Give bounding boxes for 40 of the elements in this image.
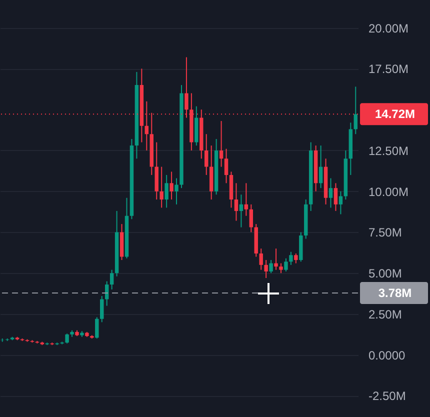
candlestick (274, 248, 278, 270)
y-tick-label: 7.50M (368, 226, 402, 240)
candlestick (164, 174, 168, 208)
candlestick (65, 333, 69, 344)
candlestick (328, 178, 333, 208)
candlestick (204, 134, 208, 176)
y-tick-label: 20.00M (368, 21, 409, 36)
ref-line-label: 14.72M (374, 107, 416, 122)
y-tick-label: -2.50M (368, 389, 406, 404)
y-tick-label: 5.00M (368, 266, 402, 281)
candlestick (174, 178, 178, 205)
candlestick (110, 269, 114, 290)
candlestick (264, 260, 268, 278)
y-tick-label: 12.50M (368, 144, 409, 158)
candlestick (239, 194, 244, 228)
candlestick (354, 86, 358, 135)
candlestick (338, 190, 343, 215)
candlestick (294, 252, 298, 264)
candlestick (234, 182, 238, 222)
ref-line-label: 3.78M (378, 286, 412, 300)
candlestick (100, 295, 104, 323)
candlestick (284, 258, 288, 272)
y-tick-label: 2.50M (368, 307, 402, 322)
candlestick (170, 171, 174, 200)
candlestick (279, 262, 283, 274)
candlestick (269, 260, 273, 274)
candlestick (318, 145, 323, 189)
candlestick (289, 251, 293, 266)
candlestick (104, 280, 109, 306)
y-tick-label: 17.50M (368, 62, 409, 76)
candlestick (224, 148, 228, 184)
candlestick (160, 166, 164, 208)
y-tick-label: 0.0000 (368, 348, 406, 362)
candlestick (219, 120, 224, 168)
y-tick-label: 10.00M (368, 184, 409, 199)
candlestick (249, 204, 254, 233)
candlestick (259, 248, 263, 270)
candlestick (334, 182, 338, 212)
candlestick (244, 182, 248, 216)
candlestick (95, 316, 99, 340)
